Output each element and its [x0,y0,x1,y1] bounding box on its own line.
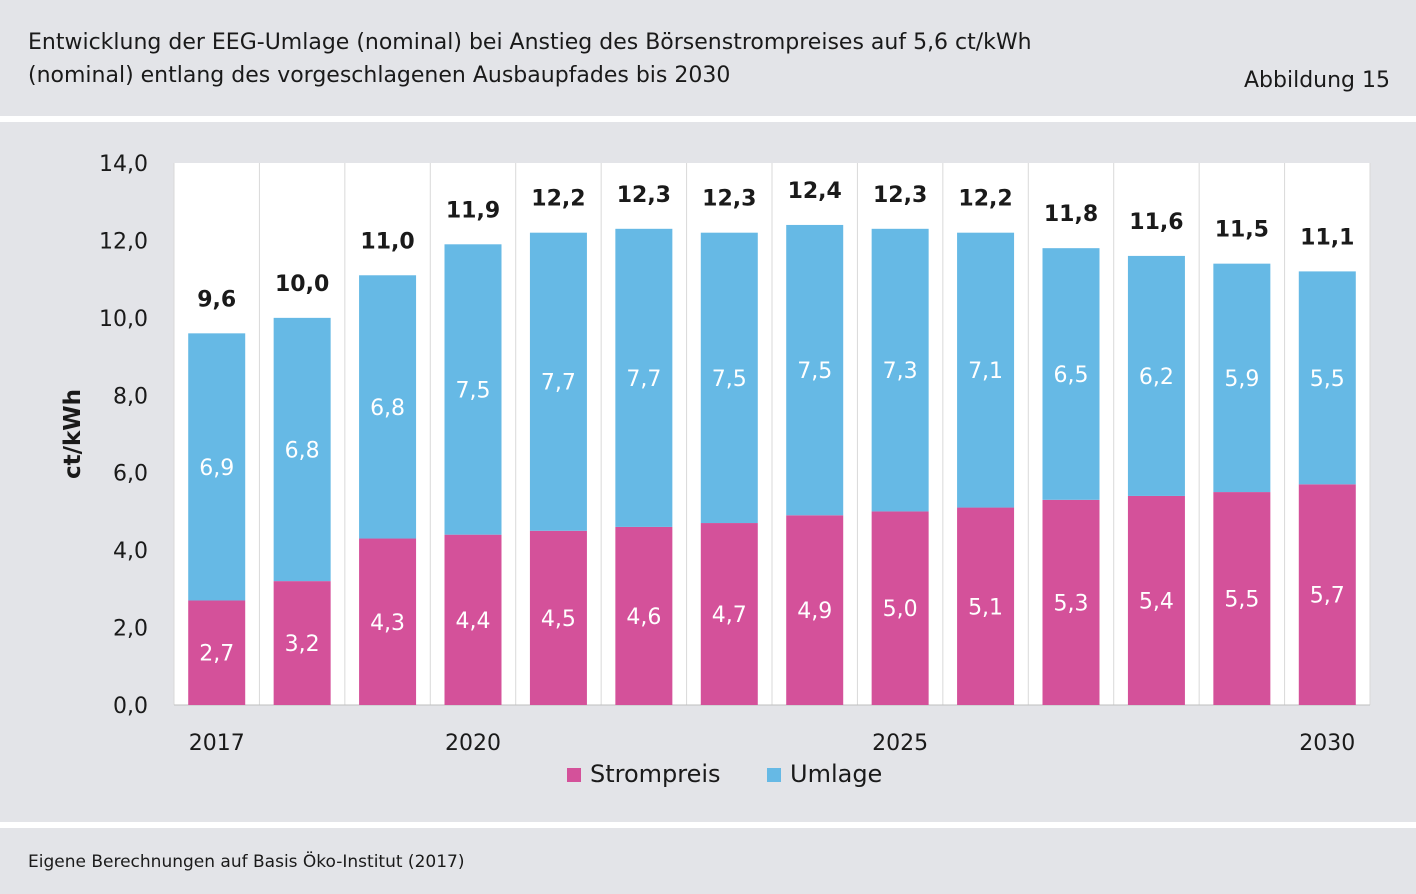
y-tick-label: 4,0 [113,539,148,564]
bar-strompreis [1213,492,1271,705]
total-label: 12,3 [702,187,756,212]
data-label-strompreis: 4,7 [712,603,747,628]
total-label: 12,3 [873,183,927,208]
source-note: Eigene Berechnungen auf Basis Öko-Instit… [28,852,465,872]
y-tick-label: 8,0 [113,384,148,409]
data-label-umlage: 6,2 [1139,365,1174,390]
data-label-strompreis: 4,9 [797,599,832,624]
data-label-strompreis: 5,0 [883,597,918,622]
data-label-umlage: 6,8 [285,438,320,463]
bar-umlage [700,232,758,524]
data-label-strompreis: 5,7 [1310,584,1345,609]
bar-strompreis [871,511,929,705]
bar-umlage [957,232,1015,508]
y-axis-title: ct/kWh [60,389,86,479]
bar-umlage [615,228,673,527]
x-tick-label: 2030 [1299,731,1355,756]
total-label: 11,9 [446,198,500,223]
data-label-umlage: 5,5 [1310,367,1345,392]
bar-strompreis [529,530,587,705]
bar-umlage [871,228,929,512]
separator-top [0,116,1416,122]
bar-umlage [786,224,844,516]
bar-umlage [273,317,331,582]
legend-label-umlage: Umlage [790,760,882,788]
total-label: 11,6 [1129,210,1183,235]
total-label: 11,1 [1300,225,1354,250]
bar-umlage [188,333,246,601]
y-tick-label: 2,0 [113,617,148,642]
bar-strompreis [700,523,758,705]
bar-strompreis [188,600,246,705]
data-label-umlage: 7,5 [712,367,747,392]
bar-strompreis [1127,495,1185,705]
bar-strompreis [273,581,331,705]
x-tick-label: 2020 [445,731,501,756]
legend-label-strompreis: Strompreis [590,760,721,788]
data-label-umlage: 7,5 [456,378,491,403]
total-label: 9,6 [197,287,236,312]
figure-label: Abbildung 15 [1243,68,1390,93]
data-label-umlage: 6,9 [199,456,234,481]
data-label-umlage: 7,1 [968,359,1003,384]
bar-strompreis [359,538,417,705]
data-label-umlage: 7,3 [883,359,918,384]
bar-strompreis [786,515,844,705]
total-label: 12,3 [617,183,671,208]
total-label: 12,2 [531,187,585,212]
data-label-umlage: 7,5 [797,359,832,384]
chart-panel: 0,0 2,0 4,0 6,0 8,0 10,0 12,0 14,0 ct/kWh 2,7 6,9 9… [0,122,1416,822]
bar-strompreis [1042,499,1100,705]
data-label-strompreis: 4,6 [626,605,661,630]
bar-strompreis [444,534,502,705]
total-label: 11,5 [1215,218,1269,243]
y-tick-label: 10,0 [99,307,148,332]
separator-bottom [0,822,1416,828]
data-label-strompreis: 5,1 [968,595,1003,620]
data-label-strompreis: 5,3 [1054,591,1089,616]
bar-umlage [359,275,417,539]
bar-umlage [1298,271,1356,485]
x-tick-label: 2017 [189,731,245,756]
data-label-umlage: 7,7 [626,367,661,392]
title-line-2: (nominal) entlang des vorgeschlagenen Au… [28,63,731,88]
data-label-umlage: 7,7 [541,371,576,396]
total-label: 12,4 [788,179,842,204]
total-label: 12,2 [958,187,1012,212]
x-tick-label: 2025 [872,731,928,756]
bar-strompreis [957,507,1015,705]
data-label-strompreis: 3,2 [285,632,320,657]
bar-umlage [1042,248,1100,500]
bar-umlage [1213,263,1271,493]
stacked-bar-chart: 0,0 2,0 4,0 6,0 8,0 10,0 12,0 14,0 ct/kWh 2,7 6,9 9… [60,152,1371,788]
data-label-strompreis: 4,4 [456,609,491,634]
legend-swatch-umlage [767,768,781,782]
bar-umlage [444,244,502,535]
chart-header: Entwicklung der EEG-Umlage (nominal) bei… [0,0,1416,116]
data-label-strompreis: 4,3 [370,611,405,636]
chart-footer: Eigene Berechnungen auf Basis Öko-Instit… [0,828,1416,894]
y-tick-label: 0,0 [113,694,148,719]
y-tick-label: 12,0 [99,229,148,254]
total-label: 10,0 [275,272,329,297]
data-label-strompreis: 2,7 [199,642,234,667]
total-label: 11,8 [1044,202,1098,227]
bar-strompreis [615,526,673,705]
data-label-strompreis: 5,4 [1139,589,1174,614]
title-line-1: Entwicklung der EEG-Umlage (nominal) bei… [28,30,1032,55]
y-tick-label: 14,0 [99,152,148,177]
chart-title: Entwicklung der EEG-Umlage (nominal) bei… [28,26,1208,92]
legend-swatch-strompreis [567,768,581,782]
total-label: 11,0 [360,229,414,254]
bar-strompreis [1298,484,1356,705]
data-label-umlage: 6,8 [370,396,405,421]
data-label-strompreis: 5,5 [1224,588,1259,613]
y-tick-label: 6,0 [113,462,148,487]
data-label-umlage: 6,5 [1054,363,1089,388]
data-label-strompreis: 4,5 [541,607,576,632]
bar-umlage [529,232,587,531]
bar-umlage [1127,255,1185,496]
data-label-umlage: 5,9 [1224,367,1259,392]
